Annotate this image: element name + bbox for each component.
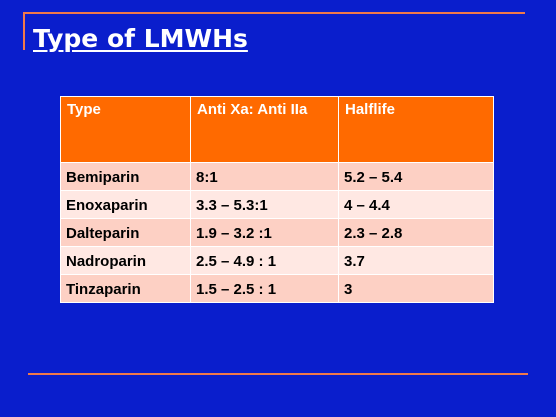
header-type: Type bbox=[60, 96, 191, 163]
cell-type: Enoxaparin bbox=[60, 190, 191, 219]
cell-halflife: 3 bbox=[338, 274, 494, 303]
cell-type: Bemiparin bbox=[60, 162, 191, 191]
table-row: Bemiparin 8:1 5.2 – 5.4 bbox=[60, 162, 494, 191]
header-anti-xa-ratio: Anti Xa: Anti IIa bbox=[190, 96, 339, 163]
cell-type: Nadroparin bbox=[60, 246, 191, 275]
cell-anti-xa-ratio: 3.3 – 5.3:1 bbox=[190, 190, 339, 219]
table-row: Tinzaparin 1.5 – 2.5 : 1 3 bbox=[60, 274, 494, 303]
cell-halflife: 4 – 4.4 bbox=[338, 190, 494, 219]
cell-anti-xa-ratio: 1.9 – 3.2 :1 bbox=[190, 218, 339, 247]
cell-halflife: 2.3 – 2.8 bbox=[338, 218, 494, 247]
table-row: Dalteparin 1.9 – 3.2 :1 2.3 – 2.8 bbox=[60, 218, 494, 247]
bottom-divider-line bbox=[28, 373, 528, 375]
cell-halflife: 3.7 bbox=[338, 246, 494, 275]
cell-halflife: 5.2 – 5.4 bbox=[338, 162, 494, 191]
cell-anti-xa-ratio: 2.5 – 4.9 : 1 bbox=[190, 246, 339, 275]
table-header-row: Type Anti Xa: Anti IIa Halflife bbox=[60, 96, 494, 163]
lmwh-table: Type Anti Xa: Anti IIa Halflife Bemipari… bbox=[60, 96, 494, 303]
header-halflife: Halflife bbox=[338, 96, 494, 163]
cell-anti-xa-ratio: 8:1 bbox=[190, 162, 339, 191]
table-row: Nadroparin 2.5 – 4.9 : 1 3.7 bbox=[60, 246, 494, 275]
cell-anti-xa-ratio: 1.5 – 2.5 : 1 bbox=[190, 274, 339, 303]
cell-type: Dalteparin bbox=[60, 218, 191, 247]
slide-title: Type of LMWHs bbox=[33, 24, 248, 53]
top-divider-line bbox=[23, 12, 525, 14]
table-row: Enoxaparin 3.3 – 5.3:1 4 – 4.4 bbox=[60, 190, 494, 219]
cell-type: Tinzaparin bbox=[60, 274, 191, 303]
left-divider-line bbox=[23, 12, 25, 50]
